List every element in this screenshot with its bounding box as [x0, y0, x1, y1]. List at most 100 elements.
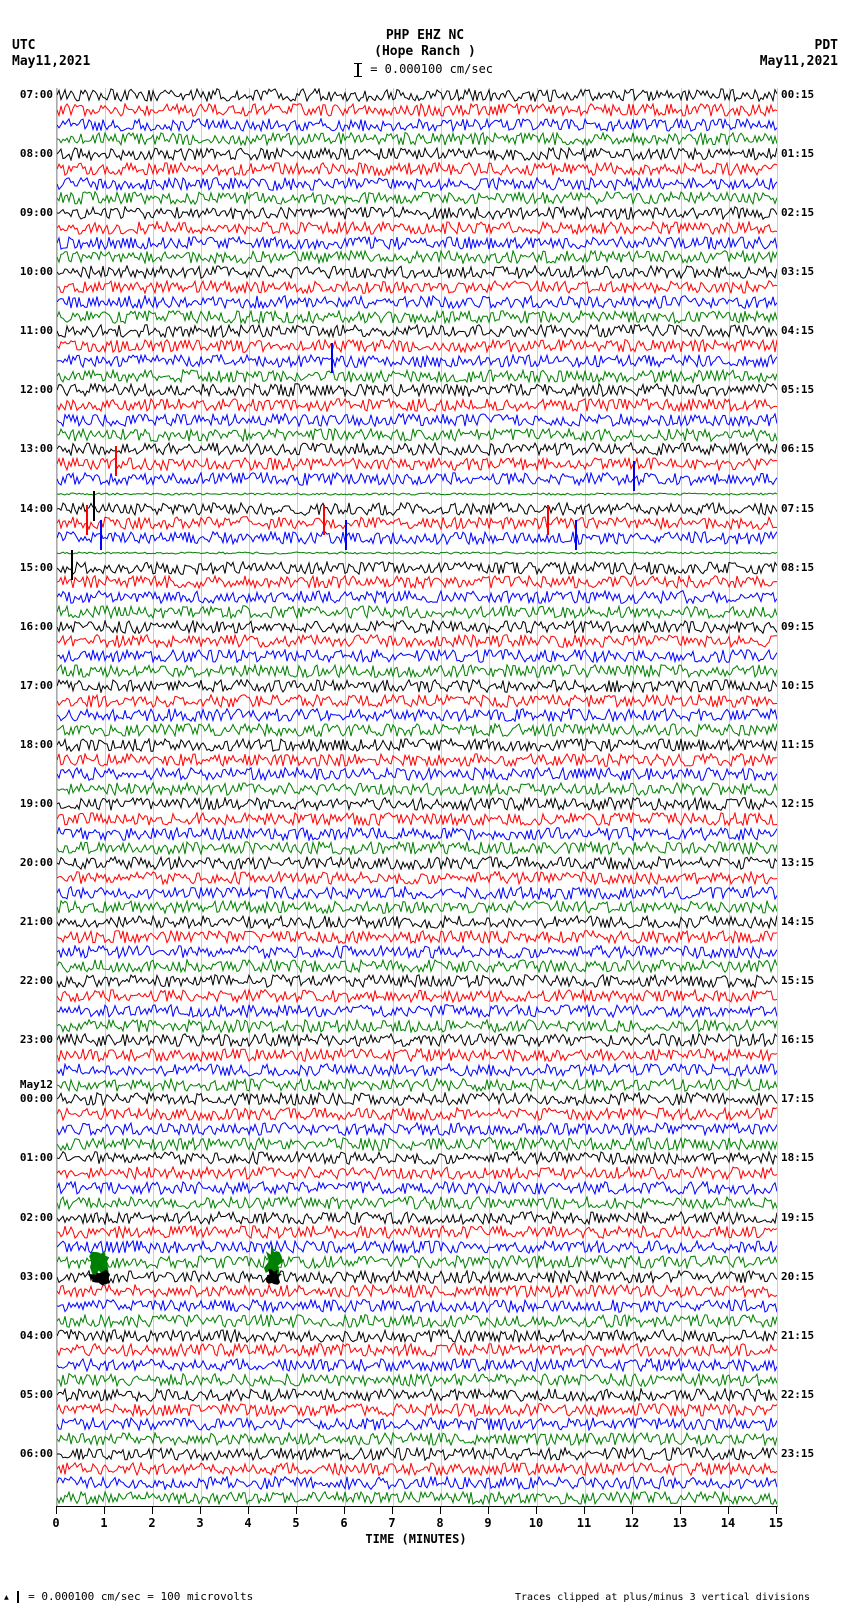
pdt-time-label: 21:15	[777, 1329, 814, 1342]
trace-row	[57, 1078, 777, 1092]
trace-row	[57, 221, 777, 235]
x-tick	[440, 1506, 441, 1514]
trace-row	[57, 841, 777, 855]
trace-row	[57, 1373, 777, 1387]
seismogram-container: PHP EHZ NC (Hope Ranch ) = 0.000100 cm/s…	[0, 0, 850, 1613]
trace-row	[57, 191, 777, 205]
x-tick-label: 11	[577, 1516, 591, 1530]
trace-row	[57, 738, 777, 752]
scale-label: = 0.000100 cm/sec	[370, 62, 493, 76]
trace-row	[57, 354, 777, 368]
signal-step	[575, 520, 577, 550]
trace-row	[57, 959, 777, 973]
date-left: May11,2021	[12, 54, 90, 69]
signal-spike	[87, 1268, 113, 1286]
trace-row	[57, 1447, 777, 1461]
station-title: PHP EHZ NC	[0, 28, 850, 43]
pdt-time-label: 06:15	[777, 442, 814, 455]
x-tick-label: 1	[100, 1516, 107, 1530]
pdt-time-label: 09:15	[777, 620, 814, 633]
trace-row	[57, 295, 777, 309]
x-tick	[680, 1506, 681, 1514]
utc-time-label: 08:00	[20, 147, 57, 160]
utc-time-label: 15:00	[20, 561, 57, 574]
trace-row	[57, 132, 777, 146]
trace-row	[57, 236, 777, 250]
trace-row	[57, 103, 777, 117]
pdt-time-label: 19:15	[777, 1211, 814, 1224]
utc-time-label: 14:00	[20, 502, 57, 515]
trace-row	[57, 1491, 777, 1505]
x-tick	[344, 1506, 345, 1514]
signal-spike	[263, 1268, 283, 1286]
utc-time-label: 06:00	[20, 1447, 57, 1460]
date-right: May11,2021	[760, 54, 838, 69]
x-tick-label: 13	[673, 1516, 687, 1530]
trace-row	[57, 280, 777, 294]
signal-step	[547, 505, 549, 535]
pdt-time-label: 07:15	[777, 502, 814, 515]
trace-row	[57, 1432, 777, 1446]
x-tick	[776, 1506, 777, 1514]
utc-time-label: 19:00	[20, 797, 57, 810]
scale-legend: = 0.000100 cm/sec	[0, 62, 850, 77]
pdt-time-label: 18:15	[777, 1151, 814, 1164]
trace-row	[57, 649, 777, 663]
trace-row	[57, 915, 777, 929]
pdt-time-label: 20:15	[777, 1270, 814, 1283]
x-tick-label: 6	[340, 1516, 347, 1530]
trace-row	[57, 723, 777, 737]
signal-step	[633, 461, 635, 491]
utc-time-label: 20:00	[20, 856, 57, 869]
x-tick	[728, 1506, 729, 1514]
trace-row	[57, 1417, 777, 1431]
x-tick	[56, 1506, 57, 1514]
trace-row	[57, 398, 777, 412]
utc-time-label: 04:00	[20, 1329, 57, 1342]
trace-row	[57, 162, 777, 176]
pdt-time-label: 14:15	[777, 915, 814, 928]
x-axis: TIME (MINUTES) 0123456789101112131415	[56, 1506, 776, 1546]
trace-row	[57, 620, 777, 634]
trace-row	[57, 827, 777, 841]
utc-time-label: 11:00	[20, 324, 57, 337]
trace-row	[57, 1270, 777, 1284]
trace-row	[57, 339, 777, 353]
pdt-time-label: 04:15	[777, 324, 814, 337]
scale-bar-icon	[357, 63, 359, 77]
trace-row	[57, 974, 777, 988]
x-tick	[392, 1506, 393, 1514]
x-tick-label: 0	[52, 1516, 59, 1530]
trace-row	[57, 177, 777, 191]
utc-time-label: 09:00	[20, 206, 57, 219]
trace-row	[57, 1151, 777, 1165]
trace-row	[57, 1166, 777, 1180]
utc-time-label: 03:00	[20, 1270, 57, 1283]
trace-row	[57, 1314, 777, 1328]
x-tick-label: 12	[625, 1516, 639, 1530]
x-tick	[536, 1506, 537, 1514]
x-tick	[104, 1506, 105, 1514]
trace-row	[57, 1092, 777, 1106]
trace-row	[57, 1255, 777, 1269]
signal-step	[100, 520, 102, 550]
trace-row	[57, 1225, 777, 1239]
trace-row	[57, 664, 777, 678]
x-tick	[632, 1506, 633, 1514]
pdt-time-label: 13:15	[777, 856, 814, 869]
utc-time-label: 02:00	[20, 1211, 57, 1224]
utc-time-label: 07:00	[20, 88, 57, 101]
trace-row	[57, 310, 777, 324]
utc-time-label: 10:00	[20, 265, 57, 278]
pdt-time-label: 08:15	[777, 561, 814, 574]
x-axis-title: TIME (MINUTES)	[56, 1532, 776, 1546]
trace-row	[57, 797, 777, 811]
trace-row	[57, 383, 777, 397]
signal-step	[93, 491, 95, 521]
trace-row	[57, 206, 777, 220]
trace-row	[57, 487, 777, 501]
trace-row	[57, 1329, 777, 1343]
pdt-time-label: 16:15	[777, 1033, 814, 1046]
utc-time-label: 00:00	[20, 1092, 57, 1105]
trace-row	[57, 1196, 777, 1210]
